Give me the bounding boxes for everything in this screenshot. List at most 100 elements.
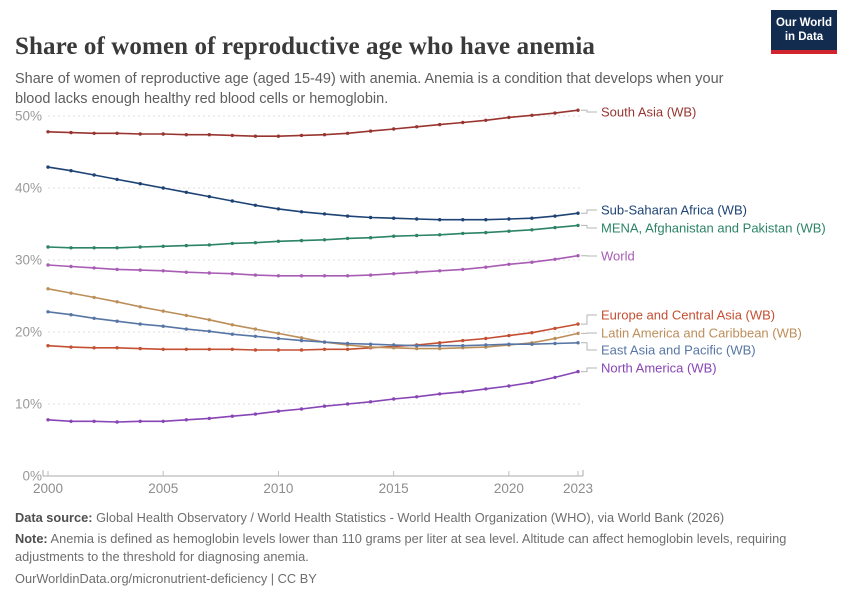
series-point-east-asia-and-pacific-wb <box>253 334 258 338</box>
series-point-south-asia-wb <box>392 127 396 131</box>
series-point-north-america-wb <box>207 416 211 421</box>
series-point-south-asia-wb <box>92 131 96 135</box>
series-point-world <box>253 273 258 277</box>
series-point-east-asia-and-pacific-wb <box>46 310 50 314</box>
series-point-world <box>230 272 234 276</box>
series-point-north-america-wb <box>138 419 142 423</box>
series-point-europe-and-central-asia-wb <box>69 345 73 349</box>
series-point-world <box>92 266 96 270</box>
series-point-europe-and-central-asia-wb <box>184 347 188 351</box>
series-point-sub-saharan-africa-wb <box>230 199 234 203</box>
series-point-mena-afghanistan-and-pakistan-wb <box>392 234 396 238</box>
series-point-sub-saharan-africa-wb <box>507 217 511 221</box>
series-point-sub-saharan-africa-wb <box>184 190 188 194</box>
series-point-mena-afghanistan-and-pakistan-wb <box>92 246 96 250</box>
series-line-south-asia-wb[interactable] <box>47 109 579 137</box>
series-point-south-asia-wb <box>230 133 234 138</box>
note-label: Note: <box>15 531 48 547</box>
series-point-mena-afghanistan-and-pakistan-wb <box>438 233 442 237</box>
series-point-world <box>438 269 442 273</box>
legend-label-world[interactable]: World <box>601 249 635 264</box>
legend-label-north-america-wb[interactable]: North America (WB) <box>601 361 717 376</box>
series-line-north-america-wb[interactable] <box>47 370 579 423</box>
owid-logo-line2: in Data <box>784 31 824 44</box>
series-point-world <box>46 263 50 267</box>
series-point-latin-america-and-caribbean-wb <box>115 300 119 304</box>
series-point-east-asia-and-pacific-wb <box>530 342 534 346</box>
series-point-world <box>115 267 119 272</box>
x-axis-label-2005: 2005 <box>148 481 178 496</box>
series-point-south-asia-wb <box>46 130 50 134</box>
series-point-north-america-wb <box>46 418 50 422</box>
legend-connector-east-asia-and-pacific-wb <box>581 342 597 351</box>
series-line-world[interactable] <box>47 254 579 277</box>
series-point-north-america-wb <box>530 380 534 385</box>
series-point-mena-afghanistan-and-pakistan-wb <box>530 228 534 232</box>
series-point-south-asia-wb <box>553 111 557 115</box>
series-point-east-asia-and-pacific-wb <box>207 329 211 333</box>
owid-logo[interactable]: Our World in Data <box>771 10 837 54</box>
series-point-east-asia-and-pacific-wb <box>299 338 304 343</box>
y-axis-label-40: 40% <box>15 181 42 196</box>
series-point-south-asia-wb <box>207 133 211 137</box>
series-point-latin-america-and-caribbean-wb <box>69 291 73 295</box>
series-point-europe-and-central-asia-wb <box>46 344 50 348</box>
legend-label-east-asia-and-pacific-wb[interactable]: East Asia and Pacific (WB) <box>601 343 756 358</box>
legend-label-europe-and-central-asia-wb[interactable]: Europe and Central Asia (WB) <box>601 308 775 323</box>
y-axis-label-30: 30% <box>15 253 42 268</box>
x-axis-label-2000: 2000 <box>33 481 63 496</box>
legend-label-south-asia-wb[interactable]: South Asia (WB) <box>601 105 696 120</box>
series-point-latin-america-and-caribbean-wb <box>415 346 419 351</box>
series-point-north-america-wb <box>69 419 73 423</box>
series-point-north-america-wb <box>392 397 396 401</box>
series-point-world <box>276 274 281 278</box>
license-link[interactable]: OurWorldinData.org/micronutrient-deficie… <box>15 570 317 586</box>
series-point-world <box>345 274 350 278</box>
series-point-mena-afghanistan-and-pakistan-wb <box>230 241 234 246</box>
x-axis-label-2020: 2020 <box>494 481 524 496</box>
series-line-mena-afghanistan-and-pakistan-wb[interactable] <box>47 224 579 249</box>
series-point-mena-afghanistan-and-pakistan-wb <box>253 241 258 245</box>
series-point-mena-afghanistan-and-pakistan-wb <box>184 243 188 248</box>
series-point-sub-saharan-africa-wb <box>438 218 442 222</box>
legend-label-sub-saharan-africa-wb[interactable]: Sub-Saharan Africa (WB) <box>601 203 747 218</box>
series-point-world <box>484 265 488 269</box>
series-point-mena-afghanistan-and-pakistan-wb <box>161 244 165 248</box>
series-point-north-america-wb <box>415 395 419 399</box>
legend-label-mena-afghanistan-and-pakistan-wb[interactable]: MENA, Afghanistan and Pakistan (WB) <box>601 221 826 236</box>
series-point-latin-america-and-caribbean-wb <box>230 323 234 327</box>
series-point-east-asia-and-pacific-wb <box>507 342 511 346</box>
series-point-mena-afghanistan-and-pakistan-wb <box>299 238 304 243</box>
series-point-south-asia-wb <box>184 133 188 137</box>
series-point-north-america-wb <box>553 375 557 380</box>
series-point-world <box>553 257 557 261</box>
series-point-mena-afghanistan-and-pakistan-wb <box>484 230 488 235</box>
series-point-europe-and-central-asia-wb <box>530 331 534 335</box>
series-point-world <box>576 254 580 258</box>
series-point-mena-afghanistan-and-pakistan-wb <box>46 245 50 249</box>
series-point-latin-america-and-caribbean-wb <box>576 331 580 336</box>
series-point-east-asia-and-pacific-wb <box>392 343 396 347</box>
series-point-mena-afghanistan-and-pakistan-wb <box>368 236 373 240</box>
series-point-south-asia-wb <box>484 118 488 123</box>
series-line-latin-america-and-caribbean-wb[interactable] <box>47 288 579 350</box>
series-point-south-asia-wb <box>438 122 442 127</box>
legend-connector-sub-saharan-africa-wb <box>581 209 597 214</box>
series-point-east-asia-and-pacific-wb <box>161 324 165 328</box>
series-point-world <box>507 262 511 266</box>
series-point-europe-and-central-asia-wb <box>230 347 234 351</box>
x-axis-label-2010: 2010 <box>263 481 293 496</box>
legend-label-latin-america-and-caribbean-wb[interactable]: Latin America and Caribbean (WB) <box>601 326 802 341</box>
series-line-europe-and-central-asia-wb[interactable] <box>47 323 579 351</box>
chart-title: Share of women of reproductive age who h… <box>15 32 595 60</box>
series-point-world <box>207 271 211 275</box>
series-line-east-asia-and-pacific-wb[interactable] <box>47 311 579 347</box>
series-point-latin-america-and-caribbean-wb <box>92 295 96 300</box>
data-source-line: Data source: Global Health Observatory /… <box>15 509 835 526</box>
series-point-world <box>138 268 142 272</box>
series-point-east-asia-and-pacific-wb <box>368 342 373 346</box>
series-line-sub-saharan-africa-wb[interactable] <box>47 166 579 221</box>
series-point-east-asia-and-pacific-wb <box>276 336 281 341</box>
series-point-latin-america-and-caribbean-wb <box>161 309 165 313</box>
